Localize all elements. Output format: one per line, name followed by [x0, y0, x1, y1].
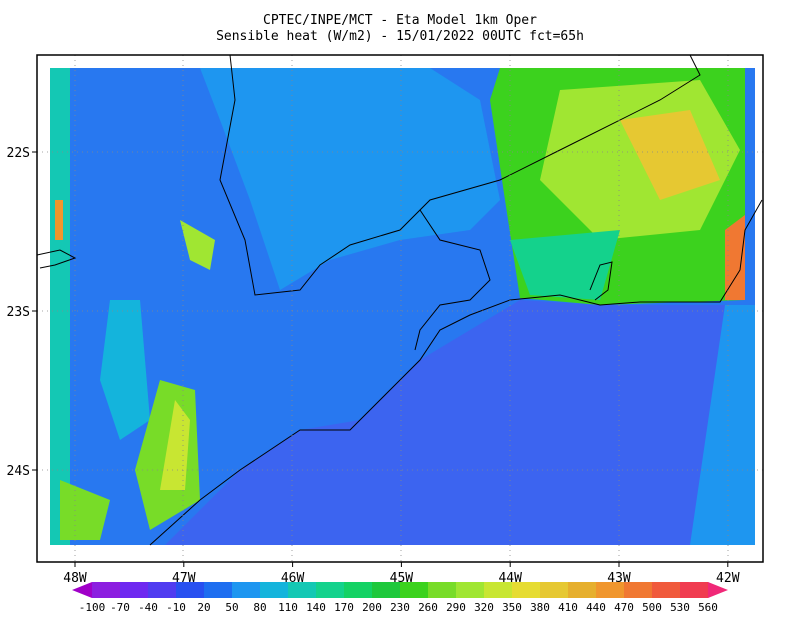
colorbar-segment	[568, 582, 597, 598]
lon-label: 42W	[716, 571, 740, 586]
colorbar-label: -100	[79, 601, 106, 614]
colorbar-segment	[596, 582, 625, 598]
colorbar-label: 200	[362, 601, 382, 614]
colorbar-segment	[372, 582, 401, 598]
colorbar-segment	[316, 582, 345, 598]
map-frame	[36, 54, 764, 563]
lat-label: 24S	[7, 464, 30, 479]
colorbar-label: 440	[586, 601, 606, 614]
colorbar-label: 20	[197, 601, 210, 614]
colorbar-segment	[260, 582, 289, 598]
colorbar-label: 350	[502, 601, 522, 614]
colorbar-label: -40	[138, 601, 158, 614]
colorbar-segment	[120, 582, 149, 598]
colorbar-segment	[400, 582, 429, 598]
colorbar-segment	[680, 582, 709, 598]
colorbar-label: 410	[558, 601, 578, 614]
colorbar: -100 -70 -40 -10 20 50 80 110 140 170 200 230 260 290…	[72, 582, 728, 614]
field	[50, 68, 755, 545]
colorbar-segment	[456, 582, 485, 598]
colorbar-label: 170	[334, 601, 354, 614]
colorbar-label: -10	[166, 601, 186, 614]
colorbar-label: 110	[278, 601, 298, 614]
colorbar-label: 140	[306, 601, 326, 614]
colorbar-label: 80	[253, 601, 266, 614]
colorbar-label: 470	[614, 601, 634, 614]
colorbar-segment	[484, 582, 513, 598]
colorbar-segment	[176, 582, 205, 598]
colorbar-label: 380	[530, 601, 550, 614]
colorbar-segment	[624, 582, 653, 598]
lon-label: 48W	[63, 571, 87, 586]
colorbar-segment	[708, 582, 728, 598]
colorbar-segment	[92, 582, 121, 598]
coastline	[36, 54, 763, 546]
colorbar-segment	[652, 582, 681, 598]
colorbar-label: 260	[418, 601, 438, 614]
colorbar-segment	[428, 582, 457, 598]
colorbar-segment	[72, 582, 92, 598]
colorbar-label: 560	[698, 601, 718, 614]
colorbar-label: 290	[446, 601, 466, 614]
lat-label: 23S	[7, 305, 30, 320]
colorbar-segment	[232, 582, 261, 598]
colorbar-label: 320	[474, 601, 494, 614]
title-line: Sensible heat (W/m2) - 15/01/2022 00UTC …	[216, 29, 584, 44]
colorbar-label: 50	[225, 601, 238, 614]
gridlines	[37, 55, 763, 562]
colorbar-segment	[540, 582, 569, 598]
title-line: CPTEC/INPE/MCT - Eta Model 1km Oper	[263, 13, 537, 28]
colorbar-segment	[512, 582, 541, 598]
colorbar-label: -70	[110, 601, 130, 614]
colorbar-label: 530	[670, 601, 690, 614]
colorbar-label: 230	[390, 601, 410, 614]
colorbar-segment	[204, 582, 233, 598]
colorbar-segment	[344, 582, 373, 598]
colorbar-segment	[148, 582, 177, 598]
colorbar-segment	[288, 582, 317, 598]
lat-label: 22S	[7, 146, 30, 161]
colorbar-label: 500	[642, 601, 662, 614]
